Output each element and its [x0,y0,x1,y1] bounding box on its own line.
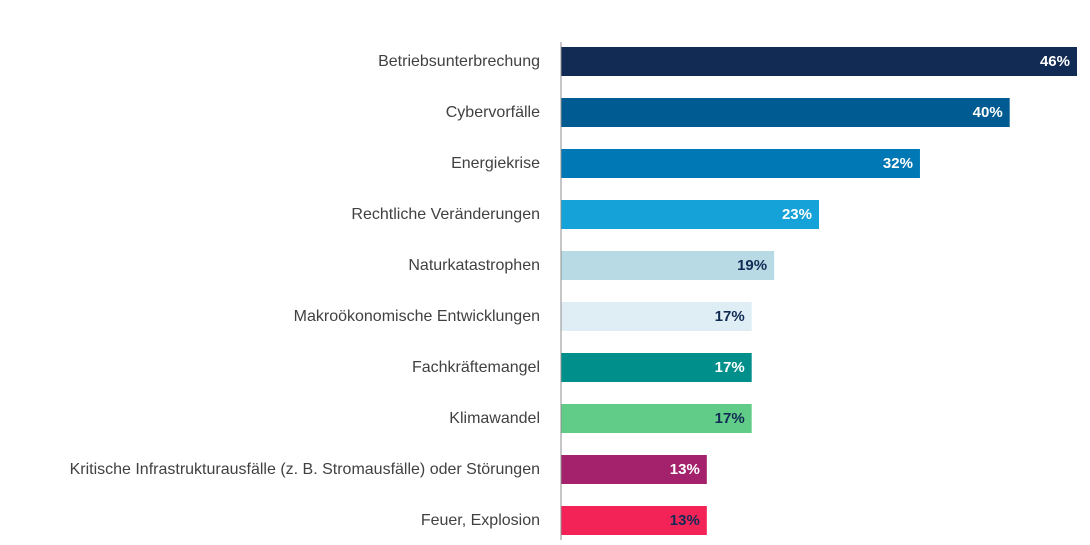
category-label: Energiekrise [451,155,540,172]
bars-group: Betriebsunterbrechung 46% Cybervorfälle 40%… [70,47,1077,535]
bar [561,353,752,382]
bar [561,251,775,280]
category-label: Makroökonomische Entwicklungen [294,308,540,325]
bar [561,47,1077,76]
category-label: Naturkatastrophen [408,257,540,274]
data-label: 13% [670,512,700,529]
bar [561,302,752,331]
category-label: Klimawandel [449,410,540,427]
category-label: Feuer, Explosion [421,512,540,529]
bar [561,404,752,433]
category-label: Rechtliche Veränderungen [351,206,540,223]
bar [561,200,819,229]
data-label: 13% [670,461,700,478]
bar [561,149,920,178]
category-label: Fachkräftemangel [412,359,540,376]
category-label: Cybervorfälle [446,104,540,121]
category-label: Kritische Infrastrukturausfälle (z. B. S… [70,461,540,478]
data-label: 23% [782,206,812,223]
bar [561,455,707,484]
data-label: 32% [883,155,913,172]
bar [561,98,1010,127]
data-label: 40% [973,104,1003,121]
data-label: 17% [715,308,745,325]
bar [561,506,707,535]
data-label: 17% [715,359,745,376]
data-label: 46% [1040,53,1070,70]
data-label: 17% [715,410,745,427]
data-label: 19% [737,257,767,274]
category-label: Betriebsunterbrechung [378,53,540,70]
